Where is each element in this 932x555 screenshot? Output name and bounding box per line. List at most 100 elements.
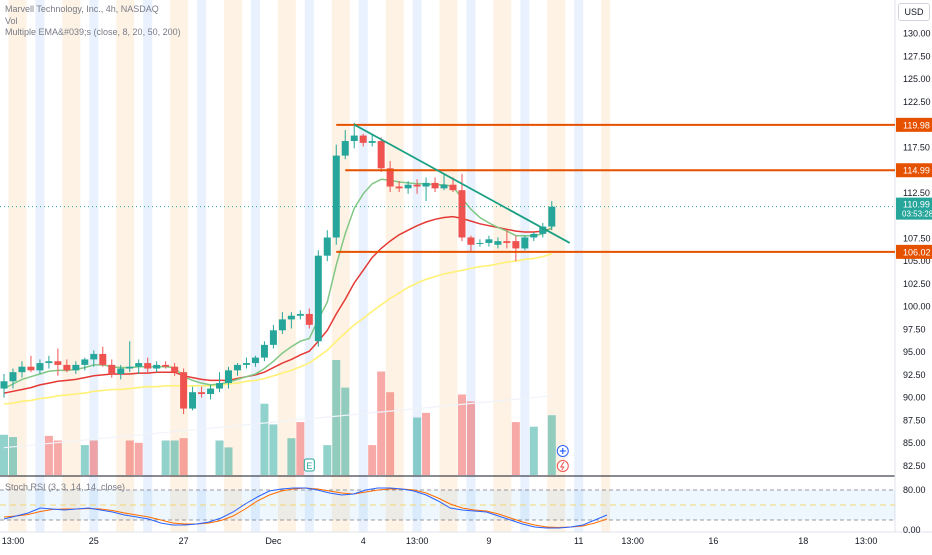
candle-body [458, 190, 466, 238]
price-tick-label: 85.00 [903, 438, 926, 448]
time-tick-label: Dec [265, 536, 282, 546]
time-tick-label: 4 [361, 536, 366, 546]
level-price-badge [896, 244, 932, 259]
candle-body [0, 381, 8, 389]
candle-body [117, 368, 125, 374]
price-tick-label: 112.50 [903, 188, 930, 198]
candle-body [305, 313, 313, 325]
session-background-band [197, 0, 207, 532]
price-tick-label: 122.50 [903, 97, 931, 107]
candle-body [548, 206, 556, 227]
candle-body [251, 357, 259, 364]
candle-body [512, 241, 520, 249]
volume-bar [413, 417, 422, 475]
session-background-band [304, 0, 314, 532]
session-background-band [286, 0, 296, 532]
session-background-band [340, 0, 350, 532]
volume-bar [368, 445, 377, 475]
session-background-band [556, 0, 566, 532]
candle-body [359, 135, 367, 143]
ema-indicator-label[interactable]: Multiple EMA&#039;s (close, 8, 20, 50, 2… [5, 27, 181, 37]
candle-body [207, 388, 215, 395]
session-background-band [574, 0, 584, 532]
candle-body [503, 241, 511, 243]
candle-body [171, 366, 179, 373]
volume-bar [529, 426, 538, 475]
volume-indicator-label[interactable]: Vol [5, 16, 18, 26]
volume-bar [161, 440, 170, 475]
candle-body [404, 184, 412, 189]
earnings-marker-letter: E [306, 461, 312, 471]
volume-bar [260, 403, 269, 475]
symbol-title[interactable]: Marvell Technology, Inc., 4h, NASDAQ [5, 4, 159, 14]
candle-body [332, 155, 340, 238]
volume-bar [53, 440, 62, 475]
session-background-band [179, 0, 189, 532]
bolt-icon [559, 461, 565, 471]
price-tick-label: 87.50 [903, 415, 926, 425]
session-background-band [35, 0, 45, 532]
candle-body [180, 372, 188, 409]
volume-bar [386, 392, 395, 475]
session-background-band [412, 0, 422, 532]
session-background-band [143, 0, 153, 532]
candle-body [9, 372, 17, 382]
time-tick-label: 27 [179, 536, 189, 546]
bar-countdown-label: 03:53:28 [902, 210, 932, 219]
volume-bar [0, 434, 8, 475]
candle-body [413, 184, 421, 187]
time-tick-label: 13:00 [2, 536, 25, 546]
candle-body [242, 363, 250, 365]
price-tick-label: 100.00 [903, 302, 931, 312]
volume-bar [80, 445, 89, 475]
time-tick-label: 9 [486, 536, 491, 546]
candle-body [90, 353, 98, 360]
candle-body [144, 363, 152, 369]
earnings-marker-icon[interactable] [303, 458, 315, 472]
candle-body [449, 184, 457, 191]
candle-body [99, 353, 107, 365]
candle-body [27, 366, 35, 371]
volume-bar [466, 401, 475, 475]
candle-body [189, 392, 197, 409]
price-tick-label: 82.50 [903, 461, 926, 471]
volume-bar [215, 440, 224, 475]
trendline[interactable] [353, 123, 571, 244]
session-background-band [547, 0, 557, 532]
candle-body [341, 141, 349, 156]
volume-bar [422, 412, 431, 475]
price-tick-label: 117.50 [903, 142, 930, 152]
current-price-badge [896, 197, 932, 220]
level-price-label: 114.99 [903, 166, 930, 176]
volume-bar [547, 415, 556, 475]
candle-body [18, 366, 26, 373]
volume-bar [377, 371, 386, 475]
lightning-icon[interactable] [556, 460, 569, 472]
session-background-band [71, 0, 81, 532]
candle-body [440, 184, 448, 189]
session-background-band [601, 0, 611, 532]
price-tick-label: 130.00 [903, 29, 931, 39]
volume-bar [341, 387, 350, 475]
price-tick-label: 105.00 [903, 256, 931, 266]
candle-body [126, 366, 134, 369]
session-background-band [17, 0, 27, 532]
volume-bar [323, 445, 332, 475]
session-background-band [394, 0, 404, 532]
candle-body [198, 392, 206, 395]
ema-200-line [3, 395, 552, 449]
candle-body [260, 344, 268, 358]
time-tick-label: 13:00 [621, 536, 644, 546]
currency-button[interactable]: USD [898, 3, 930, 21]
level-price-label: 106.02 [903, 247, 931, 257]
level-price-label: 119.98 [903, 120, 930, 130]
price-tick-label: 92.50 [903, 370, 926, 380]
volume-bar [511, 422, 520, 475]
stoch-rsi-label[interactable]: Stoch RSI (3, 3, 14, 14, close) [5, 482, 125, 492]
session-background-band [8, 0, 18, 532]
volume-bar [457, 394, 466, 475]
candle-body [368, 141, 376, 143]
volume-bar [269, 424, 278, 475]
